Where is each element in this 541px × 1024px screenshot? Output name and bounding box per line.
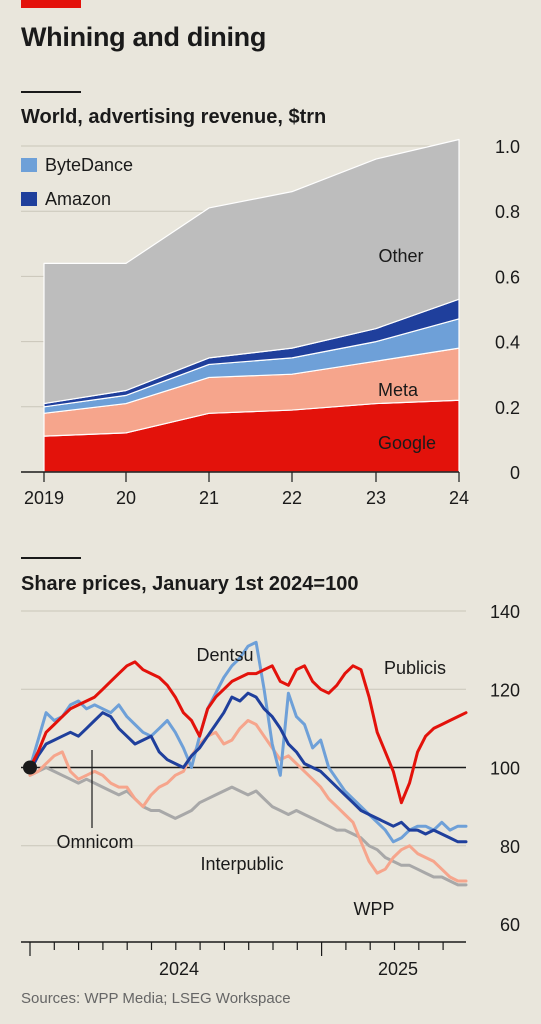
series-label-dentsu: Dentsu (196, 645, 253, 665)
chart-title: Whining and dining (21, 22, 267, 52)
y-tick-label: 80 (500, 837, 520, 857)
series-line-publicis (28, 660, 468, 805)
series-label-wpp: WPP (353, 899, 394, 919)
area-chart-subtitle: World, advertising revenue, $trn (21, 106, 327, 128)
series-label-omnicom: Omnicom (56, 832, 133, 852)
y-tick-label: 60 (500, 915, 520, 935)
y-tick-label: 100 (490, 759, 520, 779)
brand-bar (21, 0, 81, 8)
x-tick-label: 22 (282, 488, 302, 508)
legend-label-bytedance: ByteDance (45, 155, 133, 175)
area-label-meta: Meta (378, 380, 419, 400)
x-year-label: 2025 (378, 959, 418, 979)
x-tick-label: 20 (116, 488, 136, 508)
start-marker (23, 760, 37, 775)
y-tick-label: 0 (510, 463, 520, 483)
y-tick-label: 0.6 (495, 267, 520, 287)
y-tick-label: 120 (490, 680, 520, 700)
x-year-label: 2024 (159, 959, 199, 979)
legend-swatch-bytedance (21, 158, 37, 172)
source-note: Sources: WPP Media; LSEG Workspace (21, 990, 291, 1007)
area-chart: 0 0.2 0.4 0.6 0.8 1.0 2019 20 21 22 23 24 Google Meta… (21, 137, 520, 508)
section-rule-2 (21, 557, 81, 559)
legend-label-amazon: Amazon (45, 189, 111, 209)
area-label-other: Other (378, 246, 423, 266)
legend-swatch-amazon (21, 192, 37, 206)
y-tick-label: 0.2 (495, 398, 520, 418)
y-tick-label: 140 (490, 602, 520, 622)
x-tick-label: 23 (366, 488, 386, 508)
area-label-google: Google (378, 433, 436, 453)
x-tick-label: 24 (449, 488, 469, 508)
x-tick-label: 21 (199, 488, 219, 508)
series-line-wpp (28, 719, 468, 883)
series-line-omnicom (28, 691, 468, 844)
line-chart: 60 80 100 120 140 2024 2025 Dentsu Publicis Omnic… (21, 602, 520, 979)
section-rule-1 (21, 91, 81, 93)
y-tick-label: 0.4 (495, 333, 520, 353)
series-line-interpublic (28, 766, 468, 887)
y-tick-label: 1.0 (495, 137, 520, 157)
area-other (43, 138, 460, 405)
x-tick-label: 2019 (24, 488, 64, 508)
line-chart-subtitle: Share prices, January 1st 2024=100 (21, 573, 359, 595)
series-line-dentsu (28, 640, 468, 844)
y-tick-label: 0.8 (495, 202, 520, 222)
series-label-publicis: Publicis (384, 658, 446, 678)
series-label-interpublic: Interpublic (200, 854, 283, 874)
